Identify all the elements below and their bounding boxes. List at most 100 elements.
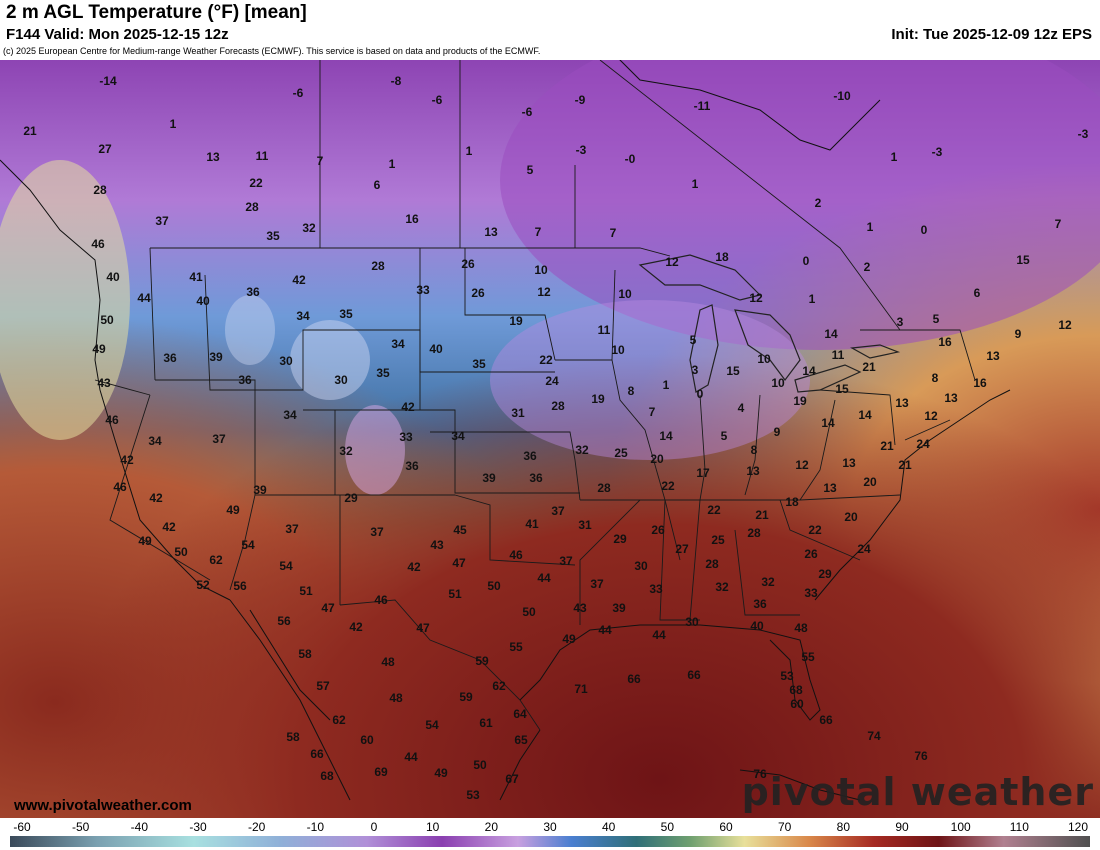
temperature-value: 3: [692, 363, 699, 377]
temperature-value: 71: [574, 682, 587, 696]
temperature-value: 55: [801, 650, 814, 664]
temperature-value: 1: [663, 378, 670, 392]
temperature-value: 35: [339, 307, 352, 321]
valid-time: F144 Valid: Mon 2025-12-15 12z: [6, 26, 229, 43]
temperature-value: 19: [509, 314, 522, 328]
temperature-value: 12: [749, 291, 762, 305]
temperature-value: 58: [286, 730, 299, 744]
init-time: Init: Tue 2025-12-09 12z EPS: [891, 26, 1092, 43]
temperature-value: 21: [898, 458, 911, 472]
temperature-value: 15: [1016, 253, 1029, 267]
temperature-value: 39: [612, 601, 625, 615]
temperature-value: 64: [513, 707, 526, 721]
temperature-value: -6: [293, 86, 304, 100]
temperature-value: 66: [687, 668, 700, 682]
temperature-value: -6: [432, 93, 443, 107]
temperature-value: 36: [163, 351, 176, 365]
temperature-value: 34: [148, 434, 161, 448]
scale-tick-label: -20: [248, 820, 265, 834]
temperature-value: 6: [974, 286, 981, 300]
temperature-value: 8: [751, 443, 758, 457]
temperature-value: 48: [794, 621, 807, 635]
temperature-value: 30: [279, 354, 292, 368]
temperature-value: 41: [525, 517, 538, 531]
temperature-value: 20: [650, 452, 663, 466]
temperature-value: 31: [511, 406, 524, 420]
temperature-value: 24: [916, 437, 929, 451]
scale-tick-label: 20: [485, 820, 498, 834]
temperature-value: 10: [611, 343, 624, 357]
temperature-value: 55: [509, 640, 522, 654]
temperature-value: 52: [196, 578, 209, 592]
temperature-value: 7: [535, 225, 542, 239]
temperature-value: 25: [614, 446, 627, 460]
temperature-value: 49: [138, 534, 151, 548]
temperature-value: 21: [755, 508, 768, 522]
temperature-value: 49: [562, 632, 575, 646]
temperature-value: 44: [137, 291, 150, 305]
temperature-value: 13: [823, 481, 836, 495]
temperature-value: -3: [1078, 127, 1089, 141]
temperature-value: 29: [818, 567, 831, 581]
temperature-value: 13: [206, 150, 219, 164]
temperature-value: 44: [598, 623, 611, 637]
temperature-value: 28: [747, 526, 760, 540]
temperature-value: 12: [795, 458, 808, 472]
temperature-value: 9: [774, 425, 781, 439]
temperature-value: 29: [344, 491, 357, 505]
temperature-value: 21: [862, 360, 875, 374]
temperature-value: 21: [880, 439, 893, 453]
temperature-value: 66: [627, 672, 640, 686]
temperature-value: 13: [842, 456, 855, 470]
temperature-value: 13: [746, 464, 759, 478]
temperature-value: 39: [253, 483, 266, 497]
temperature-value: 1: [389, 157, 396, 171]
temperature-value: 28: [551, 399, 564, 413]
temperature-value: 33: [416, 283, 429, 297]
website-link[interactable]: www.pivotalweather.com: [14, 797, 192, 814]
temperature-value: 13: [986, 349, 999, 363]
color-scale: -60 -50 -40 -30 -20 -10 0 10 20 30 40 50 60 70 80 90 100…: [0, 818, 1100, 850]
temperature-value: 41: [189, 270, 202, 284]
temperature-value: 51: [299, 584, 312, 598]
temperature-value: 26: [804, 547, 817, 561]
scale-tick-label: 120: [1068, 820, 1088, 834]
temperature-value: 49: [226, 503, 239, 517]
temperature-value: 30: [685, 615, 698, 629]
temperature-value: 12: [665, 255, 678, 269]
temperature-value: -3: [576, 143, 587, 157]
temperature-value: 42: [401, 400, 414, 414]
temperature-value: 22: [661, 479, 674, 493]
temperature-value: 36: [753, 597, 766, 611]
temperature-value: 4: [738, 401, 745, 415]
temperature-value: 22: [539, 353, 552, 367]
temperature-value: 32: [575, 443, 588, 457]
temperature-value: 14: [824, 327, 837, 341]
temperature-value: 37: [559, 554, 572, 568]
temperature-value: 31: [578, 518, 591, 532]
temperature-value: 6: [374, 178, 381, 192]
scale-tick-label: 110: [1010, 820, 1029, 834]
temperature-value: 61: [479, 716, 492, 730]
temperature-map[interactable]: -14 -6 -8 -6 -6 -9 -11 -10 21 1 27 13 11 7 1 1 -3 -0 1 -3 -3…: [0, 46, 1100, 818]
temperature-value: 15: [726, 364, 739, 378]
temperature-value: 68: [789, 683, 802, 697]
temperature-value: 16: [405, 212, 418, 226]
temperature-value: 46: [509, 548, 522, 562]
temperature-value: 36: [246, 285, 259, 299]
temperature-value: 60: [360, 733, 373, 747]
temperature-value: 1: [692, 177, 699, 191]
scale-tick-label: 70: [778, 820, 791, 834]
temperature-value: 11: [256, 149, 269, 163]
temperature-value: 36: [405, 459, 418, 473]
scale-tick-label: 50: [661, 820, 674, 834]
temperature-value: 47: [416, 621, 429, 635]
temperature-value: 26: [461, 257, 474, 271]
temperature-value: 47: [452, 556, 465, 570]
temperature-value: 0: [803, 254, 810, 268]
temperature-value: 8: [628, 384, 635, 398]
temperature-value: 40: [750, 619, 763, 633]
temperature-value: 37: [155, 214, 168, 228]
temperature-value: 18: [715, 250, 728, 264]
temperature-value: 37: [212, 432, 225, 446]
